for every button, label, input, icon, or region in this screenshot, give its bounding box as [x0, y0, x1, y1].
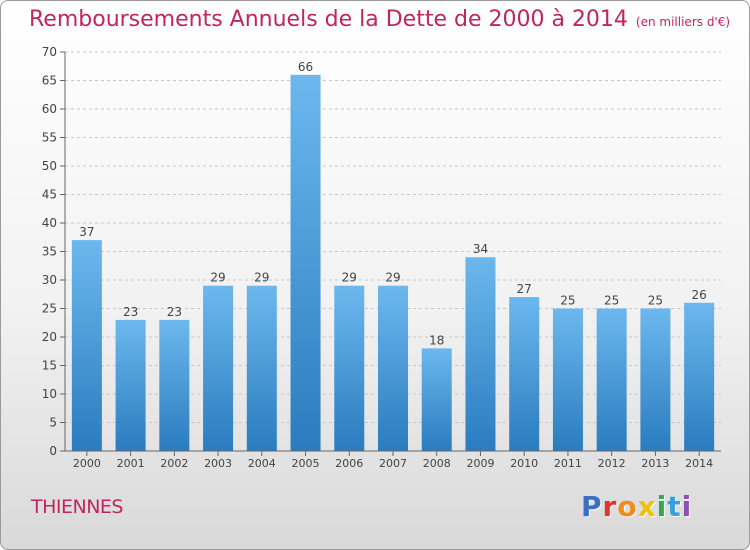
y-tick-label: 15 [42, 359, 57, 373]
x-tick-label: 2010 [510, 457, 538, 470]
bars [71, 74, 715, 452]
x-tick-label: 2011 [554, 457, 582, 470]
logo-letter: r [602, 490, 618, 523]
x-tick-label: 2000 [73, 457, 101, 470]
y-tick-label: 50 [42, 159, 57, 173]
logo-letter: i [681, 490, 693, 523]
logo-letter: P [581, 490, 603, 523]
x-tick-label: 2009 [466, 457, 494, 470]
y-tick-label: 25 [42, 302, 57, 316]
chart-unit-label: (en milliers d'€) [635, 15, 731, 29]
logo-letter: i [656, 490, 668, 523]
bar [203, 285, 234, 451]
logo-letter: x [637, 490, 657, 523]
y-tick-label: 30 [42, 273, 57, 287]
bar [115, 319, 146, 451]
bar-value-label: 23 [123, 305, 138, 319]
bar-value-label: 25 [560, 294, 575, 308]
y-tick-label: 70 [42, 45, 57, 59]
bar-value-label: 29 [210, 271, 225, 285]
x-tick-label: 2012 [598, 457, 626, 470]
bar-value-label: 29 [385, 271, 400, 285]
bar-value-label: 34 [473, 242, 488, 256]
bar [596, 308, 627, 451]
y-tick-label: 45 [42, 188, 57, 202]
bar-value-label: 29 [254, 271, 269, 285]
x-tick-label: 2014 [685, 457, 713, 470]
chart-title: Remboursements Annuels de la Dette de 20… [29, 7, 730, 32]
bar [509, 297, 540, 451]
bar-value-label: 23 [167, 305, 182, 319]
bar-value-label: 37 [79, 225, 94, 239]
bar [246, 285, 277, 451]
y-tick-label: 60 [42, 102, 57, 116]
x-tick-label: 2004 [248, 457, 276, 470]
proxiti-logo: Proxiti [581, 490, 692, 523]
bar [552, 308, 583, 451]
commune-name: THIENNES [31, 496, 124, 518]
bar-value-label: 25 [604, 294, 619, 308]
x-tick-label: 2005 [292, 457, 320, 470]
bar [334, 285, 365, 451]
x-tick-label: 2002 [160, 457, 188, 470]
x-tick-label: 2007 [379, 457, 407, 470]
x-tick-label: 2003 [204, 457, 232, 470]
bar [421, 348, 452, 451]
y-tick-label: 10 [42, 387, 57, 401]
bar-value-label: 29 [342, 271, 357, 285]
bar [684, 302, 715, 451]
bar-value-label: 66 [298, 60, 313, 74]
y-tick-label: 20 [42, 330, 57, 344]
x-tick-label: 2001 [117, 457, 145, 470]
bar-value-label: 25 [648, 294, 663, 308]
axes: 0 5 10 15 20 25 30 35 40 45 50 55 60 65 70 2000 2001 2002… [42, 45, 721, 470]
bar-value-label: 18 [429, 333, 444, 347]
y-tick-label: 35 [42, 245, 57, 259]
bar-value-label: 26 [691, 288, 706, 302]
y-tick-label: 65 [42, 74, 57, 88]
x-tick-label: 2008 [423, 457, 451, 470]
logo-letter: t [667, 490, 682, 523]
x-tick-label: 2013 [641, 457, 669, 470]
bar [378, 285, 408, 451]
bar [640, 308, 671, 451]
bar [465, 257, 496, 451]
x-tick-label: 2006 [335, 457, 363, 470]
y-tick-label: 55 [42, 131, 57, 145]
y-tick-label: 40 [42, 216, 57, 230]
bar [71, 240, 102, 451]
bar [159, 319, 190, 451]
y-tick-label: 5 [49, 416, 57, 430]
bar-value-label: 27 [517, 282, 532, 296]
chart-title-text: Remboursements Annuels de la Dette de 20… [29, 7, 628, 32]
logo-letter: o [617, 490, 638, 523]
data-labels: 37 23 23 29 29 66 29 29 18 34 27 25 25 25 26 [79, 60, 707, 348]
y-tick-label: 0 [49, 444, 57, 458]
bar [290, 74, 321, 452]
